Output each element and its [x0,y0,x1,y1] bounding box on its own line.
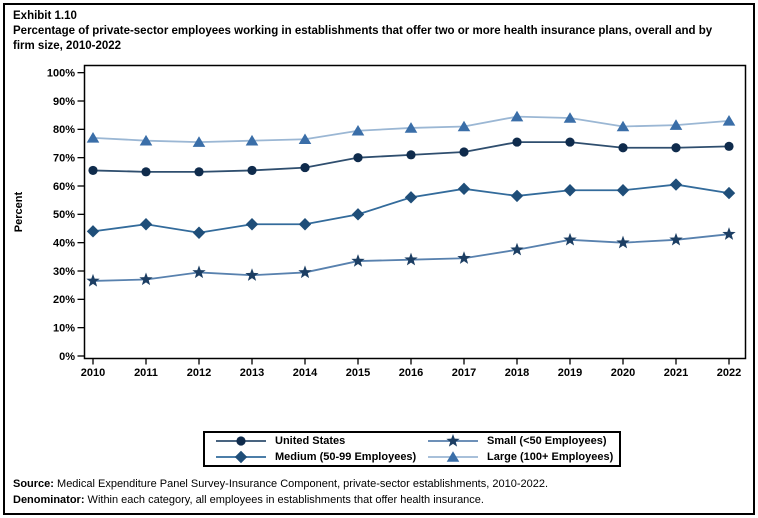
y-tick-label: 10% [53,322,75,334]
legend-item-large-100-employees: Large (100+ Employees) [421,449,615,465]
source-label: Source: [13,478,54,490]
x-tick-label: 2018 [505,367,529,379]
x-tick-label: 2019 [558,367,582,379]
source-note: Source: Medical Expenditure Panel Survey… [13,476,748,492]
star-marker-swatch [428,434,478,447]
footer-notes: Source: Medical Expenditure Panel Survey… [13,476,748,508]
chart-area: 0% 10% 20% 30% 40% 50% 60% 70% 80% 90% 100% 2010 201… [0,58,758,390]
x-tick-label: 2020 [611,367,635,379]
legend-item-medium-50-99-employees: Medium (50-99 Employees) [209,449,421,465]
exhibit-number: Exhibit 1.10 [13,10,77,22]
x-tick-label: 2015 [346,367,370,379]
x-tick-label: 2011 [134,367,158,379]
y-tick-label: 100% [47,67,75,79]
y-tick-label: 20% [53,294,75,306]
x-tick-label: 2021 [664,367,688,379]
legend-label: Medium (50-99 Employees) [275,451,417,463]
y-tick-label: 50% [53,209,75,221]
series-united-states [88,137,734,177]
y-tick-label: 80% [53,124,75,136]
x-tick-label: 2016 [399,367,423,379]
line-chart: 0% 10% 20% 30% 40% 50% 60% 70% 80% 90% 100% 2010 201… [13,64,747,379]
y-tick-label: 30% [53,266,75,278]
diamond-marker-swatch [216,450,266,464]
y-tick-label: 90% [53,96,75,108]
x-tick-label: 2017 [452,367,476,379]
denominator-label: Denominator: [13,494,85,506]
x-tick-label: 2014 [293,367,318,379]
y-tick-label: 60% [53,181,75,193]
y-axis-title: Percent [13,191,25,232]
source-text: Medical Expenditure Panel Survey-Insuran… [53,478,549,490]
legend-item-small-50-employees: Small (<50 Employees) [421,433,615,449]
x-tick-label: 2022 [717,367,741,379]
title-block: Exhibit 1.10 Percentage of private-secto… [13,9,725,54]
y-tick-label: 40% [53,237,75,249]
series-medium-50-99-employees [86,178,736,239]
denominator-text: Within each category, all employees in e… [84,494,484,506]
chart-legend: United States Small (<50 Employees) Medium… [203,431,621,467]
series-small-50-employees [86,227,736,287]
circle-marker-swatch [216,436,266,446]
outer-border-frame [3,3,755,515]
series-large-100-employees [86,110,736,147]
x-tick-label: 2010 [81,367,105,379]
y-tick-label: 70% [53,152,75,164]
triangle-marker-swatch [428,451,478,462]
legend-item-united-states: United States [209,433,421,449]
legend-label: Large (100+ Employees) [487,451,614,463]
denominator-note: Denominator: Within each category, all e… [13,492,748,508]
legend-label: Small (<50 Employees) [487,435,607,447]
chart-title: Percentage of private-sector employees w… [13,25,713,52]
y-tick-label: 0% [59,351,75,363]
legend-label: United States [275,435,346,447]
x-tick-label: 2013 [240,367,264,379]
x-tick-label: 2012 [187,367,211,379]
